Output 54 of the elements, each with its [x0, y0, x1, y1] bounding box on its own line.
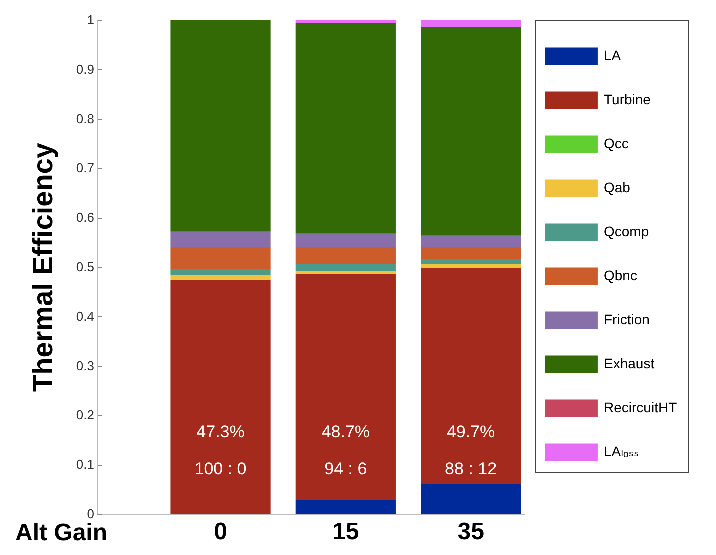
legend-label: Qcc [604, 136, 629, 152]
y-tick-label: 0.4 [76, 308, 94, 324]
bar [421, 20, 522, 28]
bar [421, 247, 522, 260]
bar [296, 20, 396, 24]
y-tick-label: 0.6 [76, 210, 94, 226]
bar [170, 268, 271, 276]
legend-label: LA [604, 48, 622, 64]
x-tick-label: 15 [332, 518, 360, 546]
legend-label: RecircuitHT [604, 400, 678, 416]
bar [170, 280, 271, 514]
legend-label: Turbine [604, 92, 652, 108]
y-axis-title: Thermal Efficiency [27, 142, 58, 392]
bar [421, 27, 522, 236]
legend-label: Friction [604, 312, 650, 328]
bar [170, 275, 271, 280]
y-tick-label: 0.9 [76, 62, 94, 77]
bar [296, 23, 396, 234]
bar [170, 20, 271, 232]
bar [296, 264, 396, 271]
legend-label: Qab [604, 180, 631, 196]
x-tick-label: 35 [458, 518, 484, 546]
bar [421, 268, 522, 484]
x-tick-label: 0 [214, 518, 228, 546]
annotation: 88 : 12 [445, 460, 498, 479]
y-tick-label: 0.5 [76, 260, 94, 274]
annotation: 47.3% [196, 422, 245, 442]
annotation: 48.7% [322, 422, 370, 442]
legend-label: Qbnc [604, 268, 638, 284]
bar [170, 232, 271, 248]
bar [421, 264, 522, 268]
bar [421, 259, 522, 265]
y-tick-label: 0 [87, 506, 94, 522]
bar [296, 274, 396, 500]
x-axis-title: Alt Gain [16, 520, 108, 546]
bar [421, 236, 522, 248]
legend-label: Qcomp [604, 224, 650, 240]
annotation: 49.7% [446, 422, 496, 442]
bar [170, 247, 271, 269]
y-tick-label: 0.8 [76, 111, 94, 126]
bar [296, 500, 396, 514]
y-tick-label: 0.2 [76, 408, 94, 423]
legend-label: LAₗₒₛₛ [604, 444, 640, 460]
y-tick-label: 0.7 [76, 160, 94, 176]
bar [296, 247, 396, 264]
annotation: 100 : 0 [194, 460, 247, 479]
bar [296, 234, 396, 248]
bar [296, 270, 396, 274]
y-tick-label: 0.1 [76, 457, 94, 472]
y-tick-label: 1 [87, 12, 94, 28]
bar [421, 484, 522, 514]
legend-label: Exhaust [604, 356, 655, 372]
y-tick-label: 0.3 [76, 358, 94, 374]
annotation: 94 : 6 [324, 460, 368, 479]
